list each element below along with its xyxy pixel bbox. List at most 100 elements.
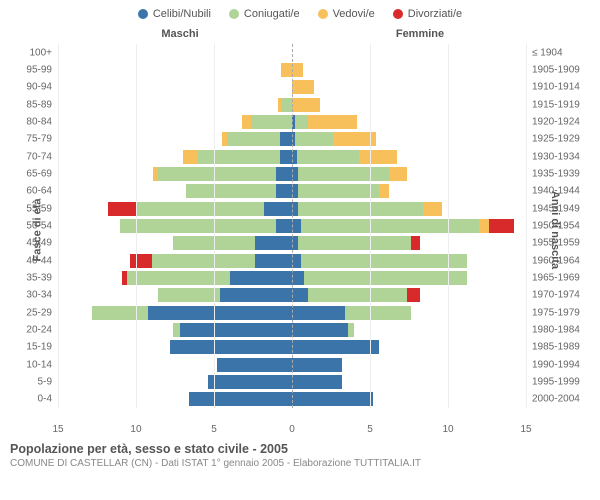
bar-segment	[264, 202, 292, 216]
female-bar	[292, 254, 526, 268]
bar-segment	[423, 202, 442, 216]
footer-subtitle: COMUNE DI CASTELLAR (CN) - Dati ISTAT 1°…	[10, 458, 590, 469]
female-bar	[292, 236, 526, 250]
female-bar	[292, 392, 526, 406]
age-label: 30-34	[26, 290, 58, 301]
age-label: 25-29	[26, 307, 58, 318]
bar-segment	[295, 132, 332, 146]
bar-segment	[276, 219, 292, 233]
year-label: 1935-1939	[526, 168, 580, 179]
age-label: 85-89	[26, 99, 58, 110]
bar-segment	[292, 392, 373, 406]
year-label: 1925-1929	[526, 134, 580, 145]
year-label: 1985-1989	[526, 342, 580, 353]
chart-footer: Popolazione per età, sesso e stato civil…	[0, 436, 600, 469]
female-bar	[292, 98, 526, 112]
bar-segment	[489, 219, 514, 233]
chart-area: Maschi Femmine Fasce di età Anni di nasc…	[0, 24, 600, 436]
male-bar	[58, 271, 292, 285]
male-bar	[58, 115, 292, 129]
bar-segment	[359, 150, 396, 164]
age-label: 60-64	[26, 186, 58, 197]
bar-segment	[158, 167, 277, 181]
legend-swatch	[229, 9, 239, 19]
x-tick: 5	[367, 424, 373, 435]
legend-label: Divorziati/e	[408, 8, 462, 20]
bar-segment	[298, 167, 388, 181]
bar-segment	[208, 375, 292, 389]
age-label: 80-84	[26, 116, 58, 127]
bar-segment	[92, 306, 148, 320]
bar-segment	[407, 288, 419, 302]
female-bar	[292, 63, 526, 77]
legend-label: Celibi/Nubili	[153, 8, 211, 20]
bar-segment	[280, 132, 292, 146]
year-label: 1970-1974	[526, 290, 580, 301]
female-bar	[292, 340, 526, 354]
male-title: Maschi	[0, 28, 300, 40]
center-divider	[292, 44, 293, 408]
gridline	[526, 44, 527, 408]
gridline	[58, 44, 59, 408]
female-bar	[292, 202, 526, 216]
bar-segment	[251, 115, 292, 129]
bar-segment	[136, 202, 264, 216]
male-bar	[58, 340, 292, 354]
gridline	[214, 44, 215, 408]
bar-segment	[292, 375, 342, 389]
age-label: 55-59	[26, 203, 58, 214]
bar-segment	[292, 63, 303, 77]
legend-item: Celibi/Nubili	[138, 8, 211, 20]
male-bar	[58, 150, 292, 164]
bar-segment	[108, 202, 136, 216]
bar-segment	[292, 323, 348, 337]
bar-segment	[298, 202, 423, 216]
x-tick: 0	[289, 424, 295, 435]
bar-segment	[183, 150, 199, 164]
year-label: ≤ 1904	[526, 47, 563, 58]
gridline	[448, 44, 449, 408]
bar-segment	[198, 150, 279, 164]
x-tick: 15	[520, 424, 531, 435]
legend-item: Divorziati/e	[393, 8, 462, 20]
female-bar	[292, 358, 526, 372]
bar-segment	[255, 236, 292, 250]
legend-item: Vedovi/e	[318, 8, 375, 20]
bar-segment	[292, 219, 301, 233]
age-label: 40-44	[26, 255, 58, 266]
age-label: 5-9	[38, 376, 58, 387]
year-label: 1905-1909	[526, 64, 580, 75]
age-label: 100+	[29, 47, 58, 58]
bar-segment	[304, 271, 466, 285]
age-label: 10-14	[26, 359, 58, 370]
female-bar	[292, 323, 526, 337]
male-bar	[58, 202, 292, 216]
bar-segment	[389, 167, 408, 181]
female-title: Femmine	[300, 28, 600, 40]
year-label: 1975-1979	[526, 307, 580, 318]
age-label: 95-99	[26, 64, 58, 75]
gender-titles: Maschi Femmine	[0, 28, 600, 40]
bar-segment	[308, 115, 358, 129]
bar-segment	[292, 271, 304, 285]
age-label: 70-74	[26, 151, 58, 162]
bar-segment	[230, 271, 292, 285]
male-bar	[58, 63, 292, 77]
male-bar	[58, 392, 292, 406]
legend: Celibi/NubiliConiugati/eVedovi/eDivorzia…	[0, 0, 600, 24]
bar-segment	[479, 219, 488, 233]
bar-segment	[292, 288, 308, 302]
male-bar	[58, 80, 292, 94]
age-label: 35-39	[26, 272, 58, 283]
age-label: 90-94	[26, 82, 58, 93]
year-label: 1945-1949	[526, 203, 580, 214]
female-bar	[292, 184, 526, 198]
plot-inner: 100+≤ 190495-991905-190990-941910-191485…	[58, 44, 526, 408]
bar-segment	[158, 288, 220, 302]
bar-segment	[301, 219, 479, 233]
male-bar	[58, 167, 292, 181]
bar-segment	[180, 323, 292, 337]
male-bar	[58, 254, 292, 268]
gridline	[370, 44, 371, 408]
female-bar	[292, 132, 526, 146]
